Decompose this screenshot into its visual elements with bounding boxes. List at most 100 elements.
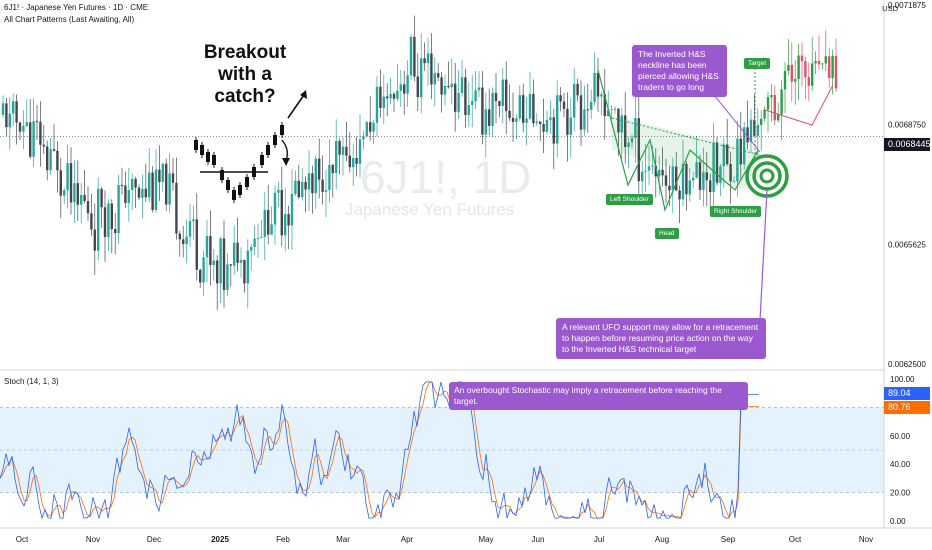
candle-body bbox=[501, 79, 504, 106]
candle-body bbox=[807, 77, 810, 86]
candle-body bbox=[423, 58, 426, 64]
candle-body bbox=[233, 242, 236, 266]
candle-body bbox=[22, 126, 25, 132]
candle-body bbox=[399, 84, 402, 91]
candle-body bbox=[420, 58, 423, 98]
candle-body bbox=[32, 121, 35, 157]
candle-body bbox=[552, 117, 555, 144]
candle-body bbox=[610, 109, 613, 111]
hs-pattern-line bbox=[597, 69, 759, 213]
candle-body bbox=[590, 101, 593, 110]
candle-body bbox=[239, 260, 243, 263]
candle-body bbox=[90, 213, 93, 230]
currency-label[interactable]: USD bbox=[882, 4, 898, 13]
candle-body bbox=[42, 144, 45, 147]
stoch-band bbox=[0, 407, 884, 493]
sketch-body bbox=[194, 140, 198, 150]
candle-body bbox=[63, 190, 66, 196]
candle-body bbox=[131, 178, 134, 190]
candle-body bbox=[103, 207, 107, 238]
candle-body bbox=[545, 119, 549, 132]
candle-body bbox=[715, 142, 719, 183]
candle-body bbox=[365, 122, 368, 137]
candle-body bbox=[409, 36, 413, 76]
candle-body bbox=[226, 264, 229, 290]
candle-body bbox=[505, 79, 508, 111]
time-tick-label: Feb bbox=[276, 535, 290, 544]
candle-body bbox=[528, 93, 532, 119]
candle-body bbox=[654, 165, 657, 177]
stoch-d-badge: 80.76 bbox=[884, 401, 930, 414]
candle-body bbox=[498, 101, 501, 106]
candle-body bbox=[263, 209, 266, 237]
candle-body bbox=[287, 214, 290, 226]
candle-body bbox=[389, 93, 392, 99]
candle-body bbox=[18, 122, 22, 132]
candle-body bbox=[307, 173, 311, 190]
candle-body bbox=[117, 185, 120, 234]
candle-body bbox=[586, 109, 589, 111]
candle-body bbox=[790, 64, 793, 82]
indicator-title[interactable]: All Chart Patterns (Last Awaiting, All) bbox=[4, 15, 135, 24]
time-tick-label: Oct bbox=[16, 535, 29, 544]
candle-body bbox=[273, 192, 277, 225]
candle-body bbox=[290, 193, 294, 226]
sketch-body bbox=[260, 155, 264, 165]
candle-body bbox=[379, 86, 382, 108]
candle-body bbox=[647, 166, 651, 171]
candle-body bbox=[219, 238, 222, 284]
candle-body bbox=[508, 110, 511, 118]
candle-body bbox=[406, 75, 409, 94]
candle-body bbox=[797, 55, 800, 80]
candle-body bbox=[134, 178, 137, 188]
candle-body bbox=[824, 56, 827, 64]
candle-body bbox=[661, 169, 664, 176]
candle-body bbox=[828, 56, 831, 79]
candle-body bbox=[25, 122, 28, 127]
candle-body bbox=[562, 101, 566, 109]
ufo-target-circle bbox=[759, 168, 775, 184]
candle-body bbox=[760, 118, 763, 126]
candle-body bbox=[416, 76, 419, 98]
time-tick-label: Apr bbox=[401, 535, 414, 544]
candle-body bbox=[311, 173, 314, 194]
candle-body bbox=[430, 53, 433, 85]
candle-body bbox=[722, 144, 725, 167]
stoch-tick-label: 60.00 bbox=[890, 432, 911, 441]
time-tick-label: May bbox=[478, 535, 493, 544]
candle-body bbox=[494, 92, 498, 102]
sketch-body bbox=[266, 145, 270, 155]
candle-body bbox=[556, 95, 559, 144]
candle-body bbox=[668, 185, 671, 191]
candle-body bbox=[620, 115, 623, 133]
candle-body bbox=[491, 92, 494, 126]
symbol-title[interactable]: 6J1! · Japanese Yen Futures · 1D · CME bbox=[4, 3, 149, 12]
candle-body bbox=[260, 236, 263, 238]
candle-body bbox=[212, 260, 215, 265]
callout-stoch: An overbought Stochastic may imply a ret… bbox=[449, 382, 748, 410]
candle-body bbox=[5, 103, 8, 128]
candle-body bbox=[375, 86, 379, 123]
candle-body bbox=[8, 113, 11, 128]
time-tick-label: Jul bbox=[594, 535, 604, 544]
candle-body bbox=[539, 121, 542, 125]
candle-body bbox=[613, 108, 617, 110]
price-tick-label: 0.0068750 bbox=[888, 121, 926, 130]
candle-body bbox=[681, 163, 685, 200]
breakout-arrowhead bbox=[300, 90, 307, 99]
candle-body bbox=[46, 146, 49, 171]
price-tick-label: 0.0062500 bbox=[888, 360, 926, 369]
candle-body bbox=[634, 118, 637, 138]
stoch-title[interactable]: Stoch (14, 1, 3) bbox=[4, 377, 59, 386]
candle-body bbox=[766, 97, 770, 110]
candle-body bbox=[719, 166, 722, 183]
candle-body bbox=[321, 179, 324, 192]
candle-body bbox=[637, 118, 640, 182]
candle-body bbox=[484, 109, 487, 135]
candle-body bbox=[607, 109, 610, 117]
candle-body bbox=[671, 166, 674, 191]
stoch-k-badge: 89.04 bbox=[884, 387, 930, 400]
candle-body bbox=[236, 242, 239, 263]
candles bbox=[1, 15, 838, 310]
